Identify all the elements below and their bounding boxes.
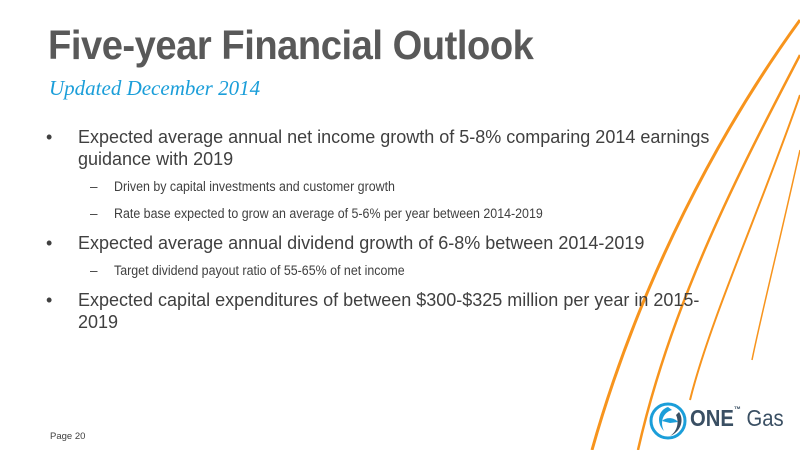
sub-bullet-item: – Target dividend payout ratio of 55-65%…: [46, 262, 726, 280]
sub-bullet-text: Rate base expected to grow an average of…: [114, 206, 543, 221]
bullet-marker: •: [46, 127, 53, 147]
company-logo-wordmark: ONE™ Gas: [690, 405, 784, 432]
slide-title: Five-year Financial Outlook: [48, 22, 534, 68]
bullet-list: • Expected average annual net income gro…: [46, 126, 726, 341]
sub-bullet-item: – Rate base expected to grow an average …: [46, 205, 726, 223]
sub-bullet-text: Target dividend payout ratio of 55-65% o…: [114, 263, 405, 278]
logo-text-bold: ONE: [690, 405, 734, 431]
dash-marker: –: [90, 263, 98, 278]
slide-subtitle: Updated December 2014: [49, 76, 261, 100]
bullet-text: Expected average annual net income growt…: [78, 127, 710, 169]
sub-bullet-text: Driven by capital investments and custom…: [114, 179, 395, 194]
sub-bullet-item: – Driven by capital investments and cust…: [46, 178, 726, 196]
trademark-mark: ™: [733, 405, 741, 414]
bullet-marker: •: [46, 290, 53, 310]
bullet-text: Expected capital expenditures of between…: [78, 290, 700, 332]
one-gas-logo-icon: [649, 402, 687, 440]
bullet-marker: •: [46, 233, 53, 253]
bullet-item: • Expected capital expenditures of betwe…: [46, 289, 726, 333]
dash-marker: –: [90, 206, 98, 221]
page-number: Page 20: [50, 431, 86, 442]
bullet-item: • Expected average annual net income gro…: [46, 126, 726, 170]
bullet-text: Expected average annual dividend growth …: [78, 233, 645, 253]
dash-marker: –: [90, 179, 98, 194]
logo-text-light: Gas: [746, 405, 784, 431]
bullet-item: • Expected average annual dividend growt…: [46, 232, 726, 254]
